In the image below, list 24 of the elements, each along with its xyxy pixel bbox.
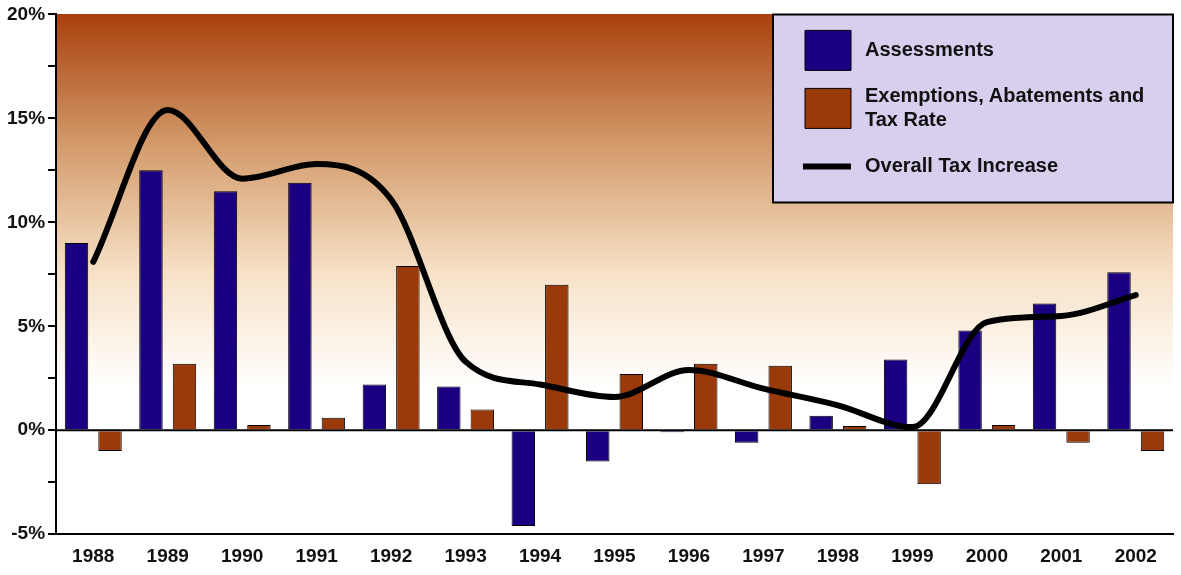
x-tick-label: 1994 bbox=[518, 544, 562, 566]
x-tick-label: 1990 bbox=[221, 544, 264, 566]
x-tick-label: 1999 bbox=[891, 544, 934, 566]
x-tick-label: 2000 bbox=[965, 544, 1008, 566]
x-tick-label: 2002 bbox=[1114, 544, 1157, 566]
x-tick-label: 1995 bbox=[593, 544, 637, 566]
y-tick-label: 10% bbox=[7, 210, 46, 232]
y-tick-label: 0% bbox=[17, 418, 46, 440]
x-tick-label: 1992 bbox=[369, 544, 413, 566]
y-tick-label: -5% bbox=[11, 522, 46, 544]
y-tick-label: 15% bbox=[7, 106, 46, 128]
x-tick-label: 1991 bbox=[295, 544, 339, 566]
x-tick-label: 1988 bbox=[72, 544, 115, 566]
y-tick-label: 5% bbox=[17, 314, 46, 336]
x-tick-label: 1993 bbox=[444, 544, 487, 566]
x-tick-label: 2001 bbox=[1040, 544, 1083, 566]
legend-label: Exemptions, Abatements and Tax Rate bbox=[865, 83, 1145, 130]
legend-label: Assessments bbox=[865, 37, 994, 60]
x-tick-label: 1997 bbox=[742, 544, 785, 566]
legend-label: Overall Tax Increase bbox=[865, 153, 1059, 176]
x-tick-label: 1998 bbox=[816, 544, 860, 566]
y-tick-label: 20% bbox=[7, 2, 46, 24]
x-tick-label: 1996 bbox=[667, 544, 711, 566]
x-tick-label: 1989 bbox=[146, 544, 189, 566]
